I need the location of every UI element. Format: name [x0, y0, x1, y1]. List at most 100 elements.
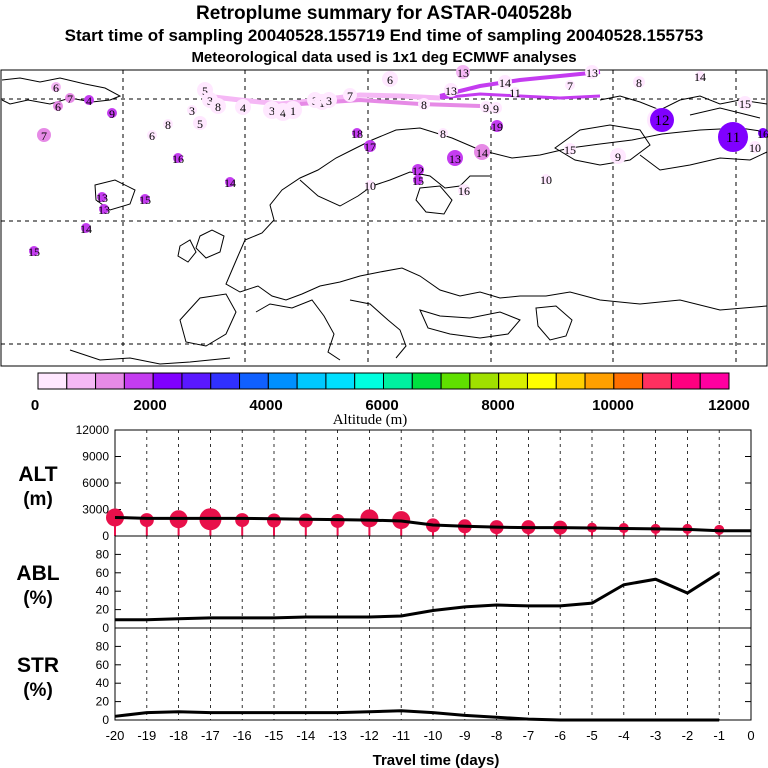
x-tick-label: -4: [618, 728, 630, 743]
plume-marker: [456, 65, 470, 79]
plume-day-label: 14: [499, 76, 511, 90]
time-series-panels: 030006000900012000ALT(m)020406080ABL(%)0…: [16, 423, 754, 743]
colorbar-cell: [296, 372, 327, 390]
sampling-times: Start time of sampling 20040528.155719 E…: [65, 26, 704, 45]
plume-day-label: 13: [449, 152, 461, 166]
plume-marker: [173, 153, 183, 163]
plume-day-label: 7: [41, 129, 47, 143]
plume-marker: [37, 128, 51, 142]
plume-day-label: 16: [757, 127, 768, 141]
series-line: [115, 571, 721, 622]
plume-day-label: 1: [290, 104, 296, 118]
plume-day-label: 3: [269, 104, 275, 118]
plume-day-label: 4: [240, 101, 246, 115]
plume-marker: [140, 194, 150, 204]
plume-day-label: 13: [96, 191, 108, 205]
plume-marker: [364, 140, 376, 152]
y-axis-label: STR: [17, 654, 59, 677]
plume-day-label: 3: [207, 94, 213, 108]
plume-marker: [147, 130, 157, 140]
colorbar-cell: [526, 372, 557, 390]
plume-marker: [225, 177, 235, 187]
y-axis-label: ALT: [18, 463, 57, 486]
x-tick-label: -3: [650, 728, 662, 743]
plume-marker: [97, 192, 107, 202]
plume-marker: [447, 150, 463, 166]
plume-marker: [491, 120, 503, 132]
colorbar-cell: [383, 372, 413, 390]
plume-marker: [510, 87, 520, 97]
colorbar-cell: [642, 372, 672, 390]
colorbar-cell: [469, 372, 500, 390]
colorbar-cell: [670, 372, 701, 390]
y-tick-label: 60: [96, 658, 110, 672]
plume-marker: [382, 71, 398, 87]
x-tick-label: -6: [554, 728, 566, 743]
plume-day-label: 6: [149, 129, 155, 143]
colorbar-tick-label: 4000: [249, 397, 282, 414]
series-line: [114, 515, 751, 533]
plume-marker: [718, 122, 748, 152]
plume-marker: [738, 96, 752, 110]
colorbar-cell: [498, 372, 528, 390]
plume-day-label: 11: [726, 130, 740, 146]
x-tick-label: -9: [459, 728, 471, 743]
plume-marker: [99, 204, 109, 214]
plume-day-label: 7: [567, 79, 573, 93]
plume-marker: [474, 144, 490, 160]
plume-day-label: 14: [476, 146, 488, 160]
plume-marker: [81, 223, 91, 233]
colorbar-cell: [325, 372, 356, 390]
plume-day-label: 17: [364, 140, 376, 154]
plume-marker: [444, 83, 458, 97]
plume-day-label: 5: [202, 84, 208, 98]
colorbar-cell: [210, 372, 241, 390]
plume-day-label: 7: [67, 92, 73, 106]
x-tick-label: -20: [106, 728, 125, 743]
x-tick-label: -10: [424, 728, 443, 743]
plume-marker: [284, 101, 302, 119]
plume-day-label: 11: [509, 86, 521, 100]
y-tick-label: 40: [96, 584, 110, 598]
colorbar-cell: [152, 372, 183, 390]
trajectory-path: [439, 70, 601, 98]
plume-day-label: 9: [109, 107, 115, 121]
plume-day-label: 15: [139, 193, 151, 207]
y-tick-label: 0: [102, 621, 109, 635]
y-tick-label: 9000: [82, 450, 109, 464]
plume-marker: [210, 98, 226, 114]
panel-abl: 0 20 40 60 80 ABL (%): [16, 535, 752, 635]
colorbar-tick-label: 6000: [365, 397, 398, 414]
plume-marker: [418, 98, 430, 110]
plume-marker: [53, 101, 63, 111]
plume-day-label: 7: [347, 89, 353, 103]
plume-day-label: 9: [615, 150, 621, 164]
y-tick-label: 40: [96, 676, 110, 690]
plume-marker: [633, 76, 645, 88]
plume-day-label: 19: [491, 120, 503, 134]
plume-day-label: 13: [98, 203, 110, 217]
plume-marker: [107, 108, 117, 118]
plume-day-label: 13: [586, 66, 598, 80]
trajectory-path: [439, 92, 601, 100]
plume-marker: [458, 184, 470, 196]
plume-day-label: 15: [564, 143, 576, 157]
x-tick-label: -13: [328, 728, 347, 743]
colorbar-tick-label: 0: [31, 397, 39, 414]
x-tick-label: -1: [713, 728, 725, 743]
plume-day-label: 8: [215, 100, 221, 114]
y-axis-label: ABL: [16, 562, 59, 585]
x-tick-label: -16: [233, 728, 252, 743]
plume-day-label: 9: [493, 102, 499, 116]
plume-day-label: 16: [458, 184, 470, 198]
x-tick-label: -11: [392, 728, 410, 743]
plume-marker: [193, 116, 207, 130]
x-tick-label: 0: [747, 728, 754, 743]
plume-day-label: 10: [540, 173, 552, 187]
plume-marker: [235, 99, 251, 115]
plume-marker: [187, 105, 197, 115]
plume-day-label: 16: [172, 152, 184, 166]
colorbar-tick-label: 10000: [592, 397, 634, 414]
plume-marker: [163, 119, 173, 129]
